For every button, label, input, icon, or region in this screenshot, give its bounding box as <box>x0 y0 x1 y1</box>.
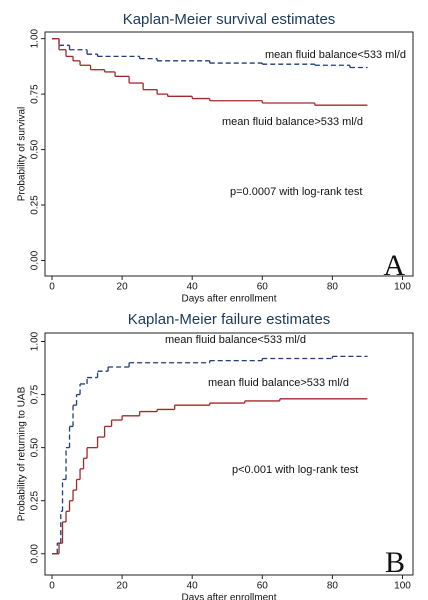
annotation: p=0.0007 with log-rank test <box>230 186 362 198</box>
x-tick-label: 20 <box>117 282 129 293</box>
y-tick-label: 0.00 <box>30 544 41 564</box>
y-tick-label: 0.25 <box>30 491 41 511</box>
panel: Kaplan-Meier failure estimates 0.00 0.25 0.… <box>17 311 414 600</box>
chart-title: Kaplan-Meier failure estimates <box>128 311 331 328</box>
x-tick-label: 40 <box>187 282 199 293</box>
y-tick-label: 0.75 <box>30 384 41 404</box>
panel: Kaplan-Meier survival estimates 0.00 0.25 0… <box>17 11 414 305</box>
y-tick-label: 0.00 <box>30 250 41 270</box>
y-tick-label: 0.50 <box>30 139 41 159</box>
x-tick-label: 100 <box>394 581 411 592</box>
x-tick-label: 40 <box>187 581 199 592</box>
x-tick-label: 60 <box>257 581 269 592</box>
y-axis-title: Probability of returning to UAB <box>17 386 28 521</box>
x-axis-title: Days after enrollment <box>181 294 276 305</box>
plot-frame <box>44 31 414 277</box>
panel-label: A <box>383 249 405 282</box>
y-tick-label: 1.00 <box>30 28 41 48</box>
y-tick-label: 0.50 <box>30 437 41 457</box>
x-tick-label: 20 <box>117 581 129 592</box>
series-label: mean fluid balance>533 ml/d <box>208 377 349 389</box>
series-label: mean fluid balance>533 ml/d <box>222 116 363 128</box>
x-tick-label: 100 <box>394 282 411 293</box>
series-label: mean fluid balance<533 ml/d <box>165 334 306 346</box>
x-tick-label: 0 <box>49 282 55 293</box>
x-tick-label: 80 <box>327 282 339 293</box>
y-tick-label: 0.75 <box>30 84 41 104</box>
chart-title: Kaplan-Meier survival estimates <box>123 11 336 28</box>
x-tick-label: 80 <box>327 581 339 592</box>
panel-label: B <box>385 546 405 579</box>
y-tick-label: 0.25 <box>30 195 41 215</box>
annotation: p<0.001 with log-rank test <box>232 464 358 476</box>
x-axis-title: Days after enrollment <box>181 593 276 600</box>
plot-frame <box>44 332 414 576</box>
y-tick-label: 1.00 <box>30 331 41 351</box>
x-tick-label: 0 <box>49 581 55 592</box>
series-label: mean fluid balance<533 ml/d <box>265 49 406 61</box>
y-axis-title: Probability of survival <box>17 107 28 201</box>
x-tick-label: 60 <box>257 282 269 293</box>
